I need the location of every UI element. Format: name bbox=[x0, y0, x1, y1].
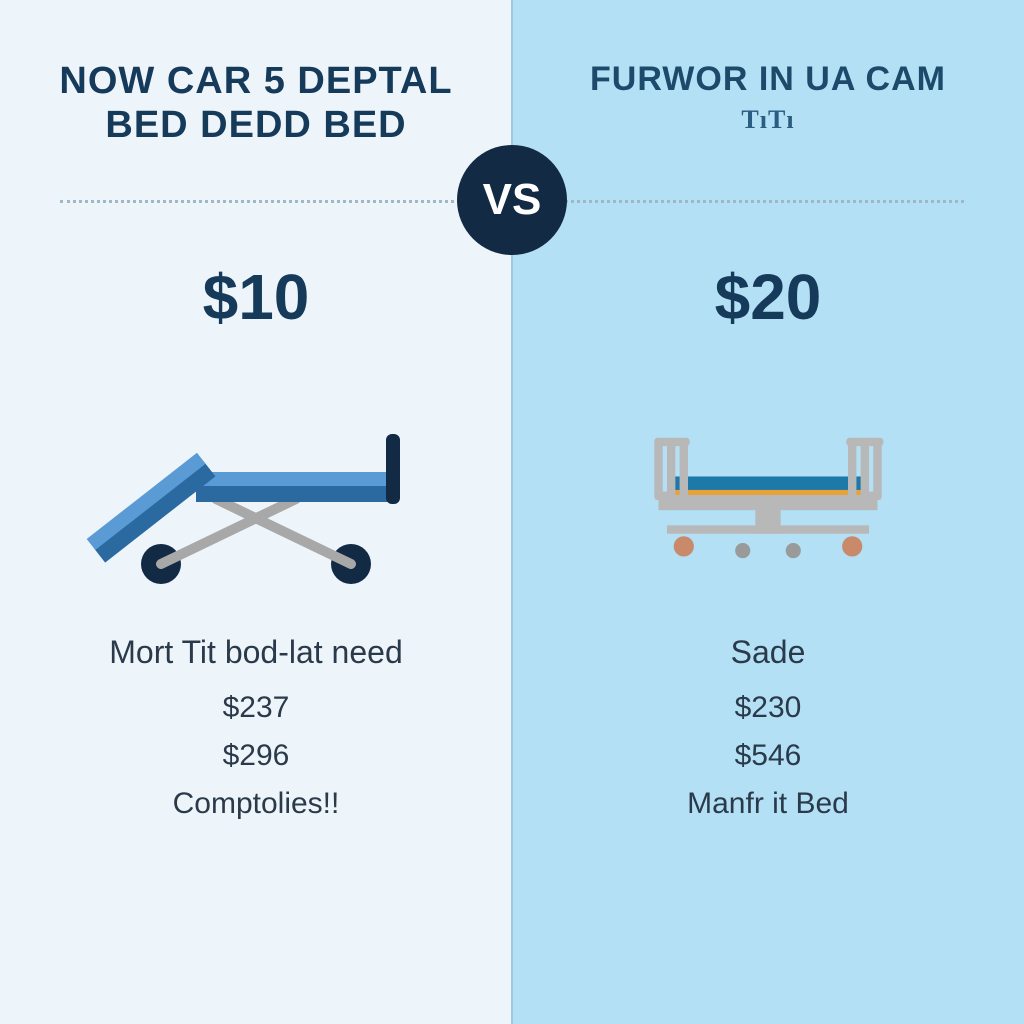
left-title-line2: BED DEDD BED bbox=[59, 104, 452, 148]
left-details: Mort Tit bod-lat need $237 $296 Comptoli… bbox=[109, 634, 402, 835]
left-title-line1: NOW CAR 5 DEPTAL bbox=[59, 60, 452, 104]
left-details-heading: Mort Tit bod-lat need bbox=[109, 634, 402, 671]
right-price: $20 bbox=[715, 260, 822, 334]
left-line-2: Comptolies!! bbox=[109, 787, 402, 821]
left-panel: NOW CAR 5 DEPTAL BED DEDD BED $10 bbox=[0, 0, 512, 1024]
left-line-0: $237 bbox=[109, 691, 402, 725]
right-line-2: Manfr it Bed bbox=[687, 787, 849, 821]
recliner-bed-icon bbox=[66, 364, 446, 594]
comparison-infographic: VS NOW CAR 5 DEPTAL BED DEDD BED $10 bbox=[0, 0, 1024, 1024]
left-title: NOW CAR 5 DEPTAL BED DEDD BED bbox=[59, 60, 452, 170]
right-details-heading: Sade bbox=[687, 634, 849, 671]
right-line-1: $546 bbox=[687, 739, 849, 773]
hospital-bed-icon bbox=[578, 364, 958, 594]
left-price: $10 bbox=[203, 260, 310, 334]
right-panel: FURWOR IN UA CAM TıTı $20 bbox=[512, 0, 1024, 1024]
left-line-1: $296 bbox=[109, 739, 402, 773]
vs-badge: VS bbox=[457, 145, 567, 255]
right-line-0: $230 bbox=[687, 691, 849, 725]
right-details: Sade $230 $546 Manfr it Bed bbox=[687, 634, 849, 835]
right-title: FURWOR IN UA CAM TıTı bbox=[590, 60, 946, 170]
right-subtitle: TıTı bbox=[590, 105, 946, 135]
vs-label: VS bbox=[483, 175, 542, 225]
right-title-line1: FURWOR IN UA CAM bbox=[590, 60, 946, 99]
